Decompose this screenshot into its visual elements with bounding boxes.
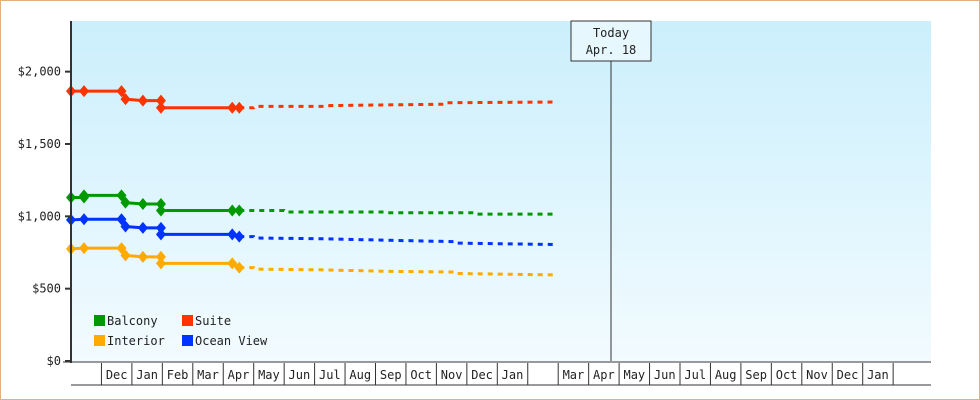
- data-point: [155, 101, 166, 114]
- x-tick-label: Feb: [167, 368, 189, 382]
- data-point: [227, 257, 238, 270]
- x-tick-label: Dec: [471, 368, 493, 382]
- legend-item: Balcony: [94, 314, 158, 328]
- data-point: [120, 196, 131, 209]
- data-point: [234, 204, 245, 217]
- x-tick-label: Jan: [502, 368, 524, 382]
- data-point: [155, 221, 166, 234]
- data-point: [120, 93, 131, 106]
- x-tick-label: May: [623, 368, 645, 382]
- data-point: [155, 198, 166, 211]
- data-point: [137, 221, 148, 234]
- data-point: [155, 250, 166, 263]
- data-point: [155, 204, 166, 217]
- series-balcony: [66, 189, 555, 217]
- data-point: [116, 213, 127, 226]
- legend-label: Suite: [195, 314, 231, 328]
- legend: Balcony Suite Interior Ocean View: [94, 314, 268, 348]
- data-point: [155, 228, 166, 241]
- x-tick-label: Jun: [289, 368, 311, 382]
- data-point: [155, 257, 166, 270]
- x-tick-label: Dec: [837, 368, 859, 382]
- y-tick-label: $2,000: [18, 65, 61, 79]
- y-tick-label: $1,500: [18, 137, 61, 151]
- x-tick-label: Aug: [715, 368, 737, 382]
- data-point: [79, 189, 90, 202]
- x-tick-label: Sep: [745, 368, 767, 382]
- legend-label: Interior: [107, 334, 165, 348]
- data-point: [79, 85, 90, 98]
- series-ocean-view: [66, 213, 555, 247]
- data-point: [137, 198, 148, 211]
- x-tick-label: Jul: [319, 368, 341, 382]
- plot-area: [71, 21, 931, 361]
- x-tick-label: Mar: [563, 368, 585, 382]
- x-tick-label: Aug: [349, 368, 371, 382]
- today-date: Apr. 18: [586, 43, 637, 57]
- x-tick-label: Jun: [654, 368, 676, 382]
- data-point: [116, 242, 127, 255]
- y-tick-label: $1,000: [18, 209, 61, 223]
- legend-label: Ocean View: [195, 334, 268, 348]
- legend-swatch: [94, 315, 105, 326]
- x-tick-label: Dec: [106, 368, 128, 382]
- x-tick-label: Mar: [197, 368, 219, 382]
- legend-item: Interior: [94, 334, 165, 348]
- legend-label: Balcony: [107, 314, 158, 328]
- series-suite: [66, 85, 555, 114]
- legend-item: Suite: [182, 314, 231, 328]
- data-point: [79, 213, 90, 226]
- data-point: [227, 204, 238, 217]
- x-tick-label: Nov: [441, 368, 463, 382]
- series-interior: [66, 242, 555, 277]
- data-point: [120, 220, 131, 233]
- data-point: [227, 101, 238, 114]
- x-tick-label: May: [258, 368, 280, 382]
- forecast-line: [239, 266, 555, 277]
- data-point: [137, 94, 148, 107]
- data-point: [234, 101, 245, 114]
- x-tick-label: Jan: [867, 368, 889, 382]
- legend-swatch: [182, 315, 193, 326]
- y-tick-label: $0: [47, 354, 61, 368]
- x-tick-label: Apr: [593, 368, 615, 382]
- x-tick-label: Nov: [806, 368, 828, 382]
- data-point: [234, 261, 245, 274]
- y-tick-label: $500: [32, 282, 61, 296]
- data-point: [120, 249, 131, 262]
- x-tick-label: Jan: [136, 368, 158, 382]
- data-point: [234, 230, 245, 243]
- legend-swatch: [182, 335, 193, 346]
- data-point: [155, 94, 166, 107]
- legend-swatch: [94, 335, 105, 346]
- x-tick-label: Jul: [684, 368, 706, 382]
- data-point: [137, 250, 148, 263]
- data-point: [116, 189, 127, 202]
- forecast-line: [239, 235, 555, 247]
- legend-item: Ocean View: [182, 334, 268, 348]
- x-tick-label: Oct: [410, 368, 432, 382]
- data-point: [116, 85, 127, 98]
- data-point: [79, 242, 90, 255]
- today-marker: Today Apr. 18: [570, 20, 652, 361]
- x-tick-label: Sep: [380, 368, 402, 382]
- data-point: [227, 228, 238, 241]
- today-label: Today: [593, 26, 629, 40]
- x-tick-label: Oct: [776, 368, 798, 382]
- x-tick-label: Apr: [228, 368, 250, 382]
